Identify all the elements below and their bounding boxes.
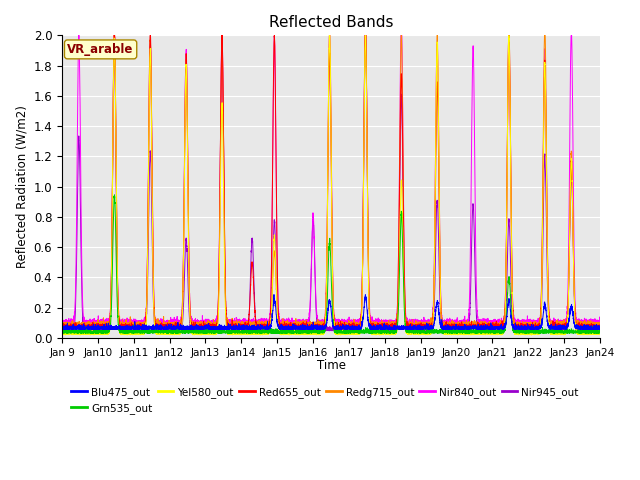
Redg715_out [452, 322, 460, 328]
Nir840_out [75, 33, 83, 38]
Text: VR_arable: VR_arable [67, 43, 134, 56]
Blu475_out [270, 292, 278, 298]
Nir840_out [241, 320, 249, 326]
Redg715_out [58, 322, 66, 328]
Yel580_out [452, 331, 460, 337]
Nir840_out [567, 36, 575, 42]
Nir945_out [241, 325, 249, 331]
Blu475_out [452, 325, 460, 331]
Yel580_out [58, 330, 66, 336]
Grn535_out [111, 192, 118, 198]
Blu475_out [467, 325, 474, 331]
Yel580_out [596, 329, 604, 335]
Nir840_out [596, 315, 604, 321]
Red655_out [313, 323, 321, 329]
Yel580_out [241, 332, 249, 337]
Red655_out [596, 322, 604, 327]
Blu475_out [221, 327, 228, 333]
Blu475_out [573, 325, 581, 331]
Line: Yel580_out: Yel580_out [62, 36, 600, 335]
Redg715_out [313, 321, 321, 326]
Yel580_out [313, 329, 321, 335]
Red655_out [573, 324, 581, 330]
Redg715_out [467, 321, 474, 327]
Nir840_out [573, 319, 581, 325]
Nir840_out [452, 319, 460, 325]
Red655_out [58, 323, 66, 329]
Nir840_out [58, 319, 66, 324]
Yel580_out [573, 329, 581, 335]
Grn535_out [452, 328, 460, 334]
Line: Redg715_out: Redg715_out [62, 36, 600, 326]
Grn535_out [573, 329, 581, 335]
Title: Reflected Bands: Reflected Bands [269, 15, 394, 30]
Redg715_out [241, 322, 249, 328]
Nir840_out [167, 321, 175, 326]
Grn535_out [596, 329, 604, 335]
Line: Nir840_out: Nir840_out [62, 36, 600, 324]
Nir945_out [567, 172, 575, 178]
Nir840_out [313, 312, 321, 317]
Blu475_out [241, 325, 249, 331]
Red655_out [452, 323, 460, 329]
Legend: Blu475_out, Grn535_out, Yel580_out, Red655_out, Redg715_out, Nir840_out, Nir945_: Blu475_out, Grn535_out, Yel580_out, Red6… [67, 383, 583, 418]
Grn535_out [313, 329, 321, 335]
Grn535_out [467, 330, 474, 336]
Line: Nir945_out: Nir945_out [62, 36, 600, 331]
Blu475_out [313, 326, 321, 332]
Yel580_out [326, 33, 333, 38]
Grn535_out [58, 329, 66, 335]
Nir945_out [573, 327, 581, 333]
Redg715_out [567, 153, 575, 159]
X-axis label: Time: Time [317, 359, 346, 372]
Y-axis label: Reflected Radiation (W/m2): Reflected Radiation (W/m2) [15, 105, 28, 268]
Red655_out [122, 325, 129, 331]
Red655_out [241, 324, 249, 330]
Yel580_out [567, 163, 575, 169]
Grn535_out [241, 330, 249, 336]
Red655_out [567, 164, 575, 170]
Red655_out [467, 324, 474, 330]
Line: Grn535_out: Grn535_out [62, 195, 600, 334]
Nir945_out [58, 326, 66, 332]
Redg715_out [596, 319, 604, 325]
Grn535_out [567, 328, 575, 334]
Grn535_out [281, 331, 289, 336]
Nir945_out [322, 328, 330, 334]
Redg715_out [110, 33, 118, 38]
Nir945_out [313, 317, 321, 323]
Nir945_out [467, 288, 474, 294]
Blu475_out [58, 325, 66, 331]
Blu475_out [596, 323, 604, 329]
Line: Red655_out: Red655_out [62, 36, 600, 328]
Redg715_out [573, 322, 581, 327]
Red655_out [110, 33, 118, 38]
Yel580_out [285, 332, 293, 338]
Line: Blu475_out: Blu475_out [62, 295, 600, 330]
Redg715_out [284, 323, 292, 329]
Yel580_out [467, 332, 474, 338]
Nir945_out [362, 33, 369, 38]
Nir840_out [467, 233, 474, 239]
Nir945_out [452, 324, 460, 329]
Nir945_out [596, 325, 604, 331]
Blu475_out [567, 305, 575, 311]
